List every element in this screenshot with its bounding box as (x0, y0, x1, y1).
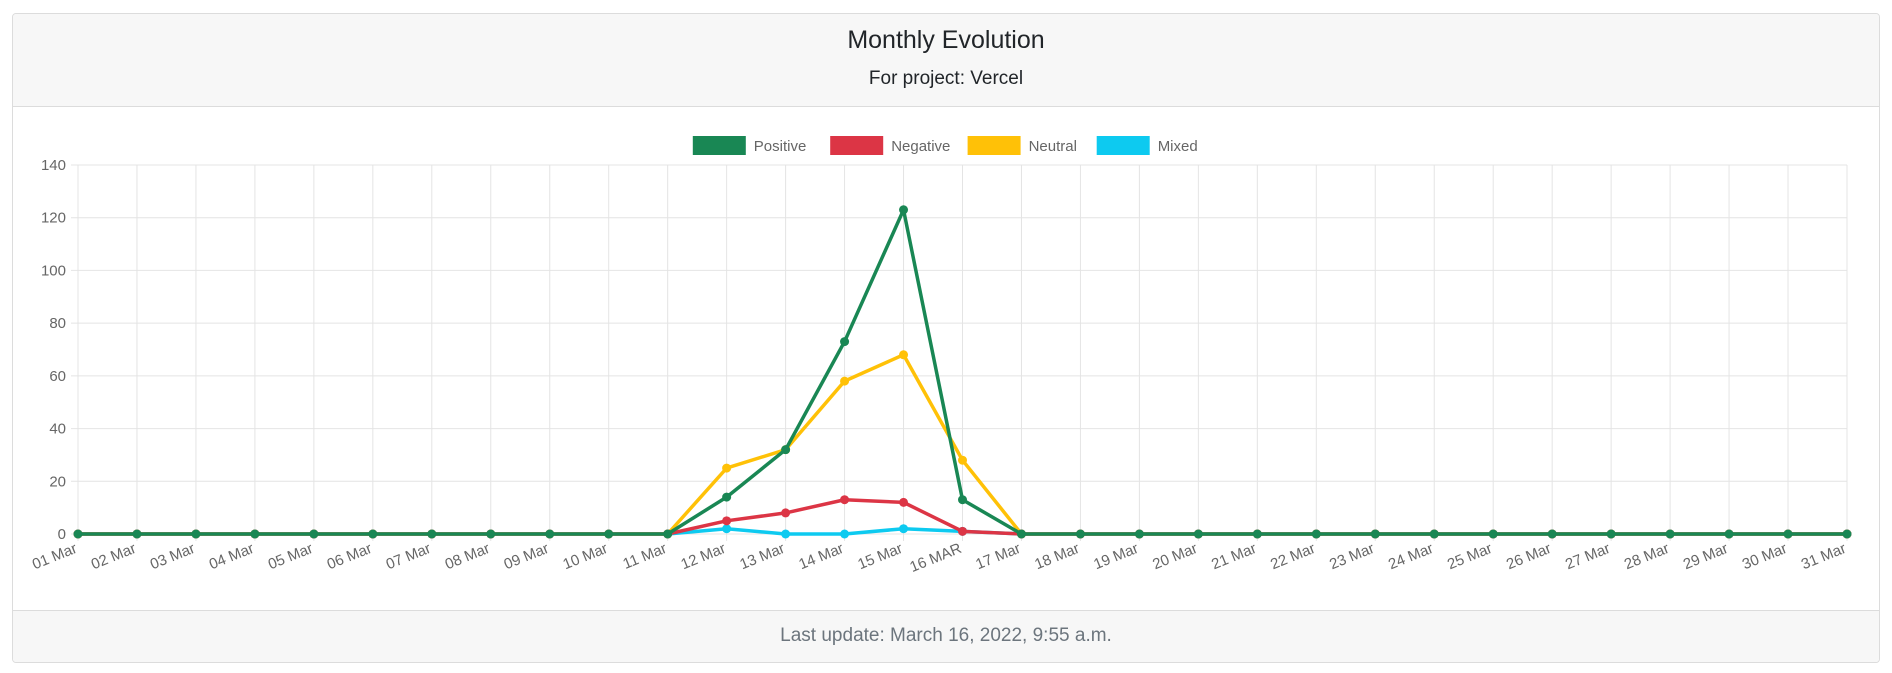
data-point-positive (722, 492, 732, 502)
x-tick-label: 05 Mar (266, 540, 316, 573)
x-tick-label: 02 Mar (89, 540, 139, 573)
data-point-positive (840, 337, 850, 347)
x-tick-label: 04 Mar (207, 540, 257, 573)
data-point-negative (781, 508, 791, 518)
legend-swatch-neutral (967, 136, 1021, 155)
data-point-negative (722, 516, 732, 526)
y-tick-label: 80 (49, 315, 66, 332)
x-tick-label: 16 MAR (907, 540, 964, 576)
data-point-positive (663, 529, 673, 539)
data-point-negative (840, 495, 850, 505)
data-point-negative (899, 497, 909, 507)
data-point-positive (1370, 529, 1380, 539)
x-tick-label: 24 Mar (1386, 540, 1436, 573)
data-point-positive (1193, 529, 1203, 539)
data-point-positive (1311, 529, 1321, 539)
legend-label-negative: Negative (891, 138, 950, 155)
card-subtitle: For project: Vercel (868, 68, 1024, 89)
card-header: Monthly Evolution For project: Vercel (13, 14, 1879, 107)
legend-label-positive: Positive (754, 138, 807, 155)
x-tick-label: 19 Mar (1091, 540, 1141, 573)
data-point-neutral (958, 455, 967, 465)
data-point-positive (1429, 529, 1439, 539)
x-tick-label: 30 Mar (1740, 540, 1790, 573)
x-tick-label: 26 Mar (1504, 540, 1554, 573)
data-point-positive (486, 529, 496, 539)
card-title: Monthly Evolution (847, 26, 1045, 54)
data-point-positive (1842, 529, 1852, 539)
data-point-positive (368, 529, 378, 539)
data-point-positive (1547, 529, 1557, 539)
legend-label-neutral: Neutral (1029, 138, 1077, 155)
x-tick-label: 15 Mar (855, 540, 905, 573)
data-point-positive (73, 529, 83, 539)
data-point-mixed (781, 529, 791, 539)
x-tick-label: 11 Mar (621, 540, 670, 573)
last-update-text: Last update: March 16, 2022, 9:55 a.m. (780, 625, 1112, 646)
x-tick-label: 22 Mar (1268, 540, 1318, 573)
x-tick-label: 06 Mar (325, 540, 375, 573)
x-tick-label: 01 Mar (30, 540, 80, 573)
y-tick-label: 120 (41, 210, 66, 227)
y-tick-label: 20 (49, 473, 66, 490)
x-tick-label: 18 Mar (1032, 540, 1082, 573)
data-point-positive (132, 529, 142, 539)
x-tick-label: 20 Mar (1150, 540, 1200, 573)
x-tick-label: 31 Mar (1799, 540, 1849, 573)
data-point-mixed (840, 529, 850, 539)
x-tick-label: 17 Mar (973, 540, 1023, 573)
data-point-positive (250, 529, 260, 539)
y-tick-label: 140 (41, 157, 66, 174)
y-tick-label: 100 (41, 262, 66, 279)
data-point-positive (545, 529, 555, 539)
data-point-mixed (722, 524, 732, 534)
x-tick-label: 12 Mar (678, 540, 728, 573)
x-tick-label: 28 Mar (1622, 540, 1672, 573)
data-point-mixed (899, 524, 909, 534)
x-tick-label: 03 Mar (148, 540, 198, 573)
card-footer: Last update: March 16, 2022, 9:55 a.m. (13, 610, 1879, 662)
x-tick-label: 09 Mar (502, 540, 552, 573)
data-point-neutral (722, 463, 732, 473)
data-point-positive (1783, 529, 1793, 539)
data-point-positive (1134, 529, 1144, 539)
data-point-positive (1665, 529, 1675, 539)
y-tick-label: 0 (58, 526, 66, 543)
x-tick-label: 08 Mar (443, 540, 493, 573)
y-tick-label: 60 (49, 368, 66, 385)
data-point-positive (1724, 529, 1734, 539)
legend-label-mixed: Mixed (1158, 138, 1198, 155)
data-point-positive (1606, 529, 1616, 539)
data-point-positive (899, 205, 909, 215)
data-point-positive (1252, 529, 1262, 539)
data-point-positive (309, 529, 319, 539)
legend-swatch-negative (830, 136, 884, 155)
data-point-positive (781, 445, 791, 455)
chart-card: Monthly Evolution For project: Vercel La… (12, 13, 1880, 663)
x-tick-label: 25 Mar (1445, 540, 1495, 573)
y-tick-label: 40 (49, 421, 66, 438)
x-tick-label: 23 Mar (1327, 540, 1377, 573)
data-point-positive (427, 529, 437, 539)
x-tick-label: 13 Mar (737, 540, 787, 573)
x-tick-label: 21 Mar (1209, 540, 1259, 573)
data-point-negative (958, 526, 967, 536)
data-point-positive (191, 529, 201, 539)
data-point-positive (1016, 529, 1026, 539)
x-tick-label: 27 Mar (1563, 540, 1613, 573)
data-point-positive (604, 529, 614, 539)
x-tick-label: 10 Mar (561, 540, 611, 573)
data-point-neutral (899, 350, 909, 360)
legend-swatch-positive (692, 136, 746, 155)
x-tick-label: 14 Mar (796, 540, 846, 573)
x-tick-label: 29 Mar (1681, 540, 1731, 573)
x-tick-label: 07 Mar (384, 540, 434, 573)
data-point-positive (1488, 529, 1498, 539)
data-point-positive (958, 495, 967, 505)
legend-swatch-mixed (1096, 136, 1150, 155)
data-point-positive (1075, 529, 1085, 539)
data-point-neutral (840, 376, 850, 386)
